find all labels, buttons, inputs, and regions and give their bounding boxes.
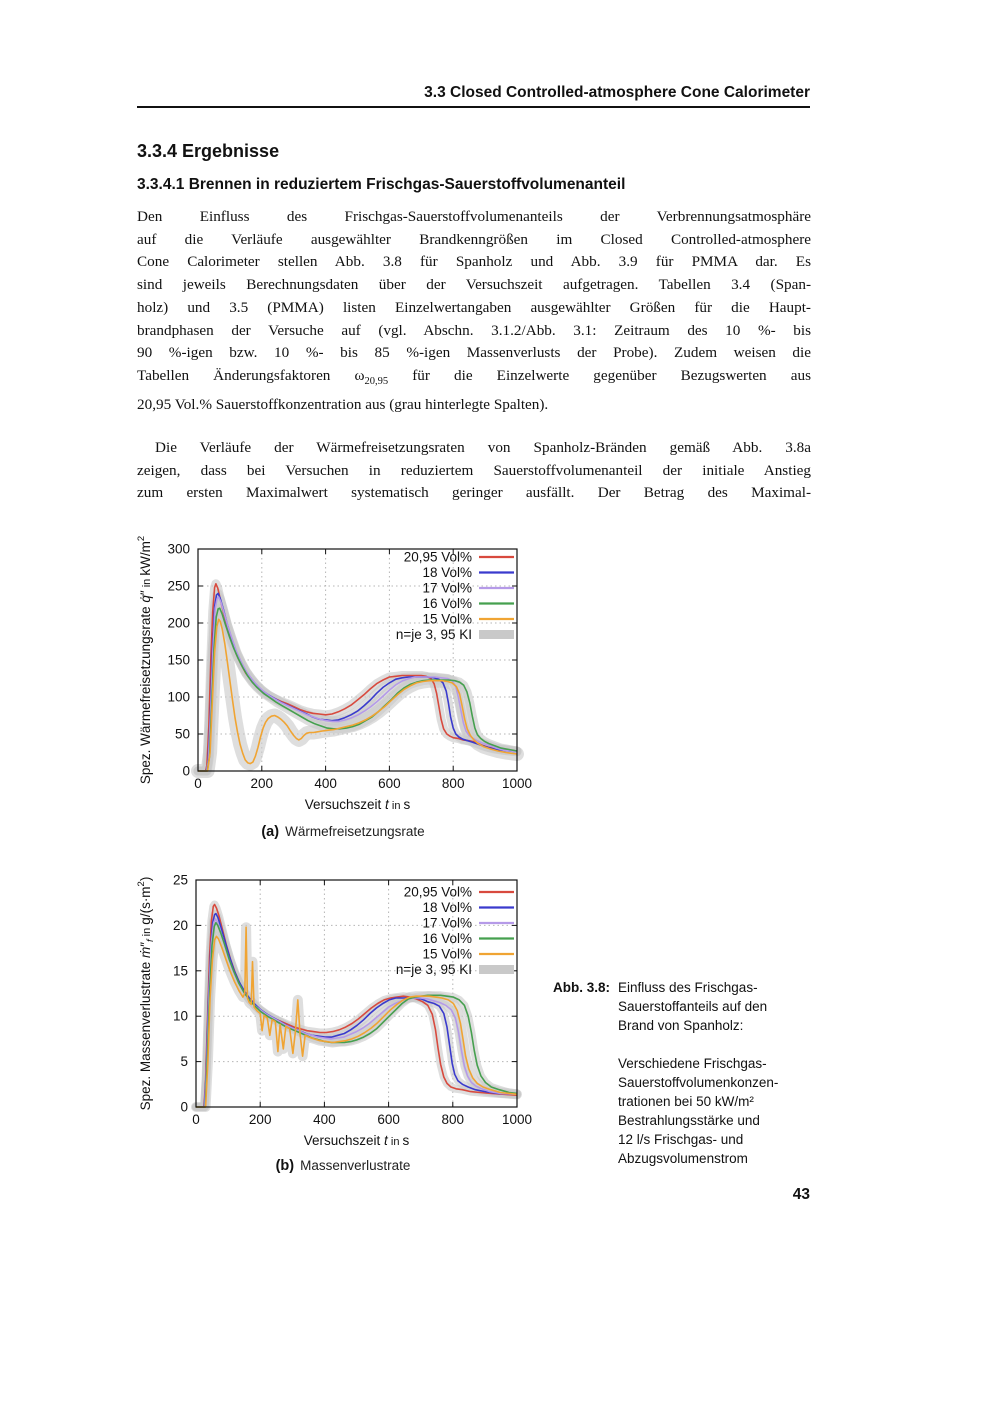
omega-subscript: 20,95 — [364, 375, 389, 387]
svg-text:18 Vol%: 18 Vol% — [422, 565, 472, 580]
caption-line: Abzugsvolumenstrom — [618, 1151, 748, 1166]
svg-text:100: 100 — [167, 690, 190, 705]
caption-line: Sauerstoffvolumenkonzen- — [618, 1075, 779, 1090]
figure-3-8a: 0 200 400 600 800 1000 0 50 100 150 200 250 300 Versu… — [137, 530, 549, 822]
figure-caption-body: Einfluss des Frischgas- Sauerstoffanteil… — [618, 978, 778, 1168]
header-rule — [137, 106, 810, 108]
svg-text:200: 200 — [249, 1112, 272, 1127]
svg-text:15: 15 — [173, 963, 188, 978]
section-heading: 3.3.4 Ergebnisse — [137, 141, 280, 161]
svg-text:20,95 Vol%: 20,95 Vol% — [404, 885, 472, 900]
body-text-segment: Tabellen Änderungsfaktoren ω — [137, 366, 365, 384]
body-text-line-with-subscript: Tabellen Änderungsfaktoren ω20,95 für di… — [137, 365, 811, 394]
body-text-segment: für die Einzelwerte gegenüber Bezugswert… — [388, 366, 811, 384]
body-text-line: sind jeweils Berechnungsdaten über der V… — [137, 276, 811, 294]
caption-line: Einfluss des Frischgas- — [618, 980, 758, 995]
body-text-line: 90 %-igen bzw. 10 %- bis 85 %-igen Masse… — [137, 344, 811, 362]
svg-text:Versuchszeit t in s: Versuchszeit t in s — [305, 797, 411, 812]
svg-text:800: 800 — [442, 1112, 465, 1127]
svg-text:150: 150 — [167, 653, 190, 668]
caption-line: trationen bei 50 kW/m² — [618, 1094, 754, 1109]
svg-text:600: 600 — [377, 1112, 400, 1127]
caption-line: Verschiedene Frischgas- — [618, 1056, 767, 1071]
svg-text:5: 5 — [180, 1054, 188, 1069]
svg-text:17 Vol%: 17 Vol% — [422, 581, 472, 596]
svg-text:1000: 1000 — [502, 1112, 532, 1127]
figure-caption-label: Abb. 3.8: — [553, 980, 611, 995]
subcaption-a-text: Wärmefreisetzungsrate — [285, 824, 425, 839]
body-text-line: Cone Calorimeter stellen Abb. 3.8 für Sp… — [137, 253, 811, 271]
svg-text:Spez. Wärmefreisetzungsrate q̇: Spez. Wärmefreisetzungsrate q̇″ in kW/m2 — [137, 536, 153, 784]
caption-line: 12 l/s Frischgas- und — [618, 1132, 744, 1147]
svg-text:18 Vol%: 18 Vol% — [422, 900, 472, 915]
svg-text:Spez. Massenverlustrate ṁ″f in: Spez. Massenverlustrate ṁ″f in g/(s·m2) — [137, 877, 156, 1111]
caption-line: Bestrahlungsstärke und — [618, 1113, 760, 1128]
caption-line: Sauerstoffanteils auf den — [618, 999, 768, 1014]
body-text-line: zum ersten Maximalwert systematisch geri… — [137, 484, 811, 502]
svg-text:Versuchszeit t in s: Versuchszeit t in s — [304, 1133, 410, 1148]
svg-text:1000: 1000 — [502, 776, 532, 791]
svg-text:0: 0 — [194, 776, 202, 791]
svg-text:15 Vol%: 15 Vol% — [422, 947, 472, 962]
page-number: 43 — [792, 1186, 810, 1203]
body-text-line: zeigen, dass bei Versuchen in reduzierte… — [137, 461, 811, 479]
svg-text:17 Vol%: 17 Vol% — [422, 916, 472, 931]
body-text-line: auf die Verläufe ausgewählter Brandkenng… — [137, 230, 811, 248]
subcaption-a-label: (a) — [261, 824, 280, 840]
svg-text:20: 20 — [173, 918, 188, 933]
svg-text:400: 400 — [313, 1112, 336, 1127]
mass-loss-rate-chart: 0 200 400 600 800 1000 0 5 10 15 20 25 Versuchszeit … — [137, 873, 532, 1149]
body-text-line: 20,95 Vol.% Sauerstoffkonzentration aus … — [137, 395, 549, 413]
paragraph-1: Den Einfluss des Frischgas-Sauerstoffvol… — [137, 206, 811, 416]
svg-text:0: 0 — [182, 764, 190, 779]
svg-text:800: 800 — [442, 776, 465, 791]
running-header: 3.3 Closed Controlled-atmosphere Cone Ca… — [424, 84, 810, 101]
svg-text:0: 0 — [180, 1100, 188, 1115]
body-text-line: Die Verläufe der Wärmefreisetzungsraten … — [155, 439, 811, 456]
body-text-line: Den Einfluss des Frischgas-Sauerstoffvol… — [137, 208, 811, 225]
caption-line: Brand von Spanholz: — [618, 1018, 744, 1033]
svg-text:25: 25 — [173, 873, 188, 888]
figure-caption: Abb. 3.8: Einfluss des Frischgas- Sauers… — [553, 978, 813, 1168]
svg-text:16 Vol%: 16 Vol% — [422, 931, 472, 946]
body-text-line: brandphasen der Versuche auf (vgl. Absch… — [137, 321, 811, 339]
svg-text:n=je 3, 95 KI: n=je 3, 95 KI — [396, 627, 472, 642]
svg-text:250: 250 — [167, 579, 190, 594]
svg-text:15 Vol%: 15 Vol% — [422, 612, 472, 627]
caption-gap — [618, 1035, 778, 1054]
svg-text:0: 0 — [192, 1112, 200, 1127]
subcaption-a: (a) Wärmefreisetzungsrate — [137, 824, 549, 840]
figure-3-8b: 0 200 400 600 800 1000 0 5 10 15 20 25 Versuchszeit … — [137, 860, 549, 1160]
paragraph-2: Die Verläufe der Wärmefreisetzungsraten … — [137, 437, 811, 505]
svg-text:300: 300 — [167, 542, 190, 557]
svg-text:20,95 Vol%: 20,95 Vol% — [404, 550, 472, 565]
subcaption-b-label: (b) — [275, 1158, 295, 1174]
subcaption-b: (b) Massenverlustrate — [137, 1158, 549, 1174]
svg-text:50: 50 — [175, 727, 190, 742]
svg-text:n=je 3, 95 KI: n=je 3, 95 KI — [396, 962, 472, 977]
svg-text:200: 200 — [251, 776, 274, 791]
subcaption-b-text: Massenverlustrate — [300, 1158, 411, 1173]
heat-release-rate-chart: 0 200 400 600 800 1000 0 50 100 150 200 250 300 Versu… — [137, 536, 532, 812]
svg-text:600: 600 — [378, 776, 401, 791]
svg-text:400: 400 — [314, 776, 337, 791]
subsection-heading: 3.3.4.1 Brennen in reduziertem Frischgas… — [137, 176, 626, 193]
svg-text:10: 10 — [173, 1009, 188, 1024]
svg-text:16 Vol%: 16 Vol% — [422, 596, 472, 611]
svg-text:200: 200 — [167, 616, 190, 631]
body-text-line: holz) und 3.5 (PMMA) listen Einzelwertan… — [137, 298, 811, 316]
